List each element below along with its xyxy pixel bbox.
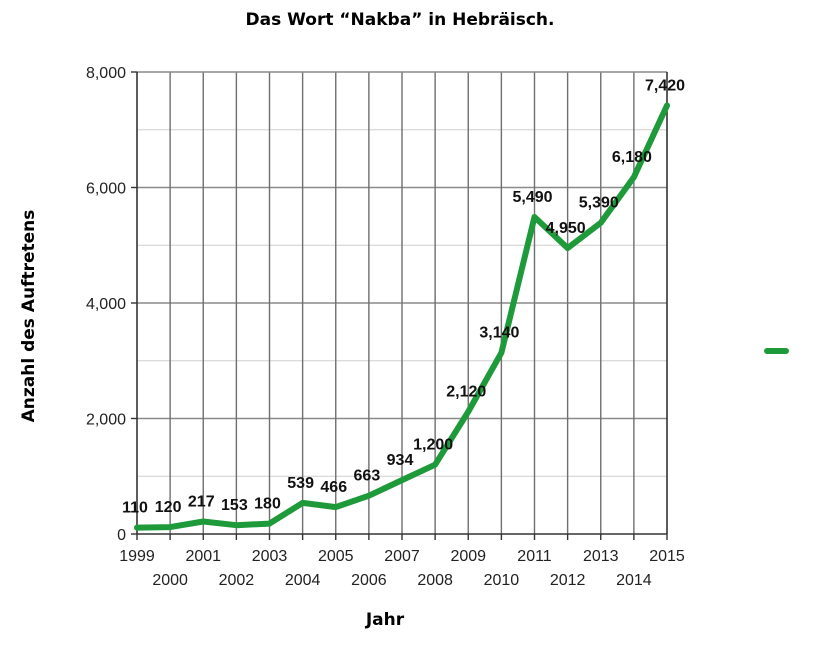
- data-label: 539: [287, 475, 314, 492]
- x-tick-label: 2008: [417, 572, 453, 589]
- chart-title: Das Wort “Nakba” in Hebräisch.: [245, 10, 555, 30]
- data-label: 153: [221, 497, 248, 514]
- x-tick-label: 2012: [550, 572, 586, 589]
- data-label: 466: [320, 479, 347, 496]
- data-label: 4,950: [546, 220, 586, 237]
- y-tick-label: 4,000: [86, 296, 126, 313]
- data-label: 2,120: [446, 384, 486, 401]
- data-label: 5,390: [579, 195, 619, 212]
- data-label: 110: [122, 500, 148, 517]
- data-label: 1,200: [413, 437, 453, 454]
- x-tick-label: 2006: [351, 572, 387, 589]
- x-tick-label: 2002: [219, 572, 255, 589]
- data-label: 7,420: [645, 77, 685, 94]
- x-tick-label: 2011: [517, 548, 552, 565]
- y-tick-label: 8,000: [86, 65, 126, 82]
- x-tick-label: 2014: [616, 572, 652, 589]
- y-tick-label: 6,000: [86, 181, 126, 198]
- x-tick-label: 2000: [152, 572, 188, 589]
- grid-lines: [137, 71, 667, 534]
- data-label: 663: [354, 468, 381, 485]
- data-label: 5,490: [512, 189, 552, 206]
- x-tick-label: 2015: [649, 548, 685, 565]
- series: [134, 102, 670, 531]
- y-tick-label: 0: [117, 527, 126, 544]
- x-tick-label: 2003: [252, 548, 288, 565]
- x-tick-label: 2007: [384, 548, 420, 565]
- axes: [131, 71, 668, 540]
- x-tick-label: 2005: [318, 548, 354, 565]
- data-label: 180: [254, 496, 281, 513]
- tick-labels: 0 2,000 4,000 6,000 8,000 1999 2000 2001 2002 200…: [86, 65, 685, 589]
- x-axis-label: Jahr: [365, 610, 405, 630]
- data-label: 217: [188, 493, 215, 510]
- x-tick-label: 2001: [185, 548, 221, 565]
- x-tick-label: 2013: [583, 548, 619, 565]
- data-label: 934: [387, 452, 414, 469]
- y-tick-label: 2,000: [86, 412, 126, 429]
- x-tick-label: 2004: [285, 572, 321, 589]
- series-line: [134, 102, 670, 531]
- x-tick-label: 1999: [119, 548, 155, 565]
- data-label: 6,180: [612, 149, 652, 166]
- data-label: 3,140: [479, 325, 519, 342]
- x-tick-label: 2010: [484, 572, 520, 589]
- x-tick-label: 2009: [450, 548, 486, 565]
- data-label: 120: [155, 499, 182, 516]
